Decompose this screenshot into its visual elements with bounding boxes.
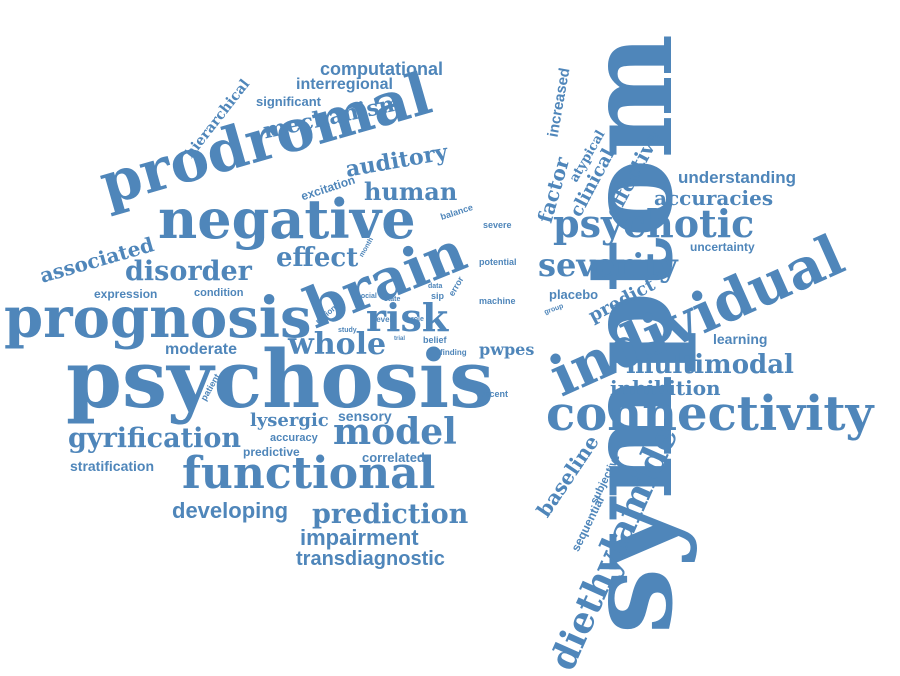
word-belief: belief: [423, 335, 447, 345]
word-severe: severe: [483, 220, 512, 230]
word-psychosis: psychosis: [66, 332, 495, 426]
word-state: state: [384, 296, 401, 303]
word-role: role: [411, 316, 424, 323]
word-sip: sip: [431, 291, 445, 301]
word-connectivity: connectivity: [546, 386, 874, 442]
word-negative: negative: [158, 187, 416, 251]
word-developing: developing: [172, 498, 289, 523]
word-multimodal: multimodal: [626, 350, 794, 380]
word-condition: condition: [194, 287, 244, 299]
word-model: model: [333, 411, 457, 453]
word-accuracy: accuracy: [270, 432, 318, 444]
word-interregional: interregional: [296, 76, 393, 93]
word-lysergic: lysergic: [250, 410, 329, 431]
word-pwpes: pwpes: [479, 340, 535, 359]
word-functional: functional: [182, 448, 436, 499]
word-potential: potential: [479, 257, 517, 267]
word-inhibition: inhibition: [610, 376, 721, 400]
word-trial: trial: [394, 336, 406, 342]
word-cloud: symptom psychosis prognosis prodromal ne…: [4, 34, 874, 676]
word-risk: risk: [366, 295, 449, 340]
word-gyrification: gyrification: [68, 423, 241, 454]
word-correlated: correlated: [362, 450, 425, 465]
word-machine: machine: [479, 296, 516, 306]
word-human: human: [364, 177, 458, 206]
word-moderate: moderate: [165, 341, 238, 358]
word-psychotic: psychotic: [553, 201, 755, 246]
word-prediction: prediction: [312, 499, 469, 530]
word-recent: recent: [481, 389, 509, 399]
word-stratification: stratification: [70, 458, 155, 474]
word-whole: whole: [288, 327, 387, 362]
word-significant: significant: [256, 94, 322, 109]
word-study: study: [338, 327, 357, 334]
word-transdiagnostic: transdiagnostic: [296, 548, 445, 570]
word-expression: expression: [94, 287, 158, 301]
word-social: social: [357, 293, 377, 300]
word-accuracies: accuracies: [654, 186, 774, 210]
word-data: data: [428, 283, 443, 290]
word-finding: finding: [440, 348, 467, 357]
word-computational: computational: [320, 59, 444, 79]
word-prognosis: prognosis: [4, 285, 312, 351]
word-predictive: predictive: [243, 445, 300, 459]
word-effect: effect: [276, 243, 359, 273]
word-uncertainty: uncertainty: [690, 240, 755, 254]
word-understanding: understanding: [678, 168, 797, 187]
word-level: level: [374, 315, 392, 324]
word-disorder: disorder: [125, 256, 252, 287]
word-severity: severity: [538, 246, 678, 284]
word-impairment: impairment: [300, 525, 419, 550]
word-sensory: sensory: [338, 408, 392, 424]
word-placebo: placebo: [549, 287, 599, 302]
word-learning: learning: [713, 331, 768, 347]
